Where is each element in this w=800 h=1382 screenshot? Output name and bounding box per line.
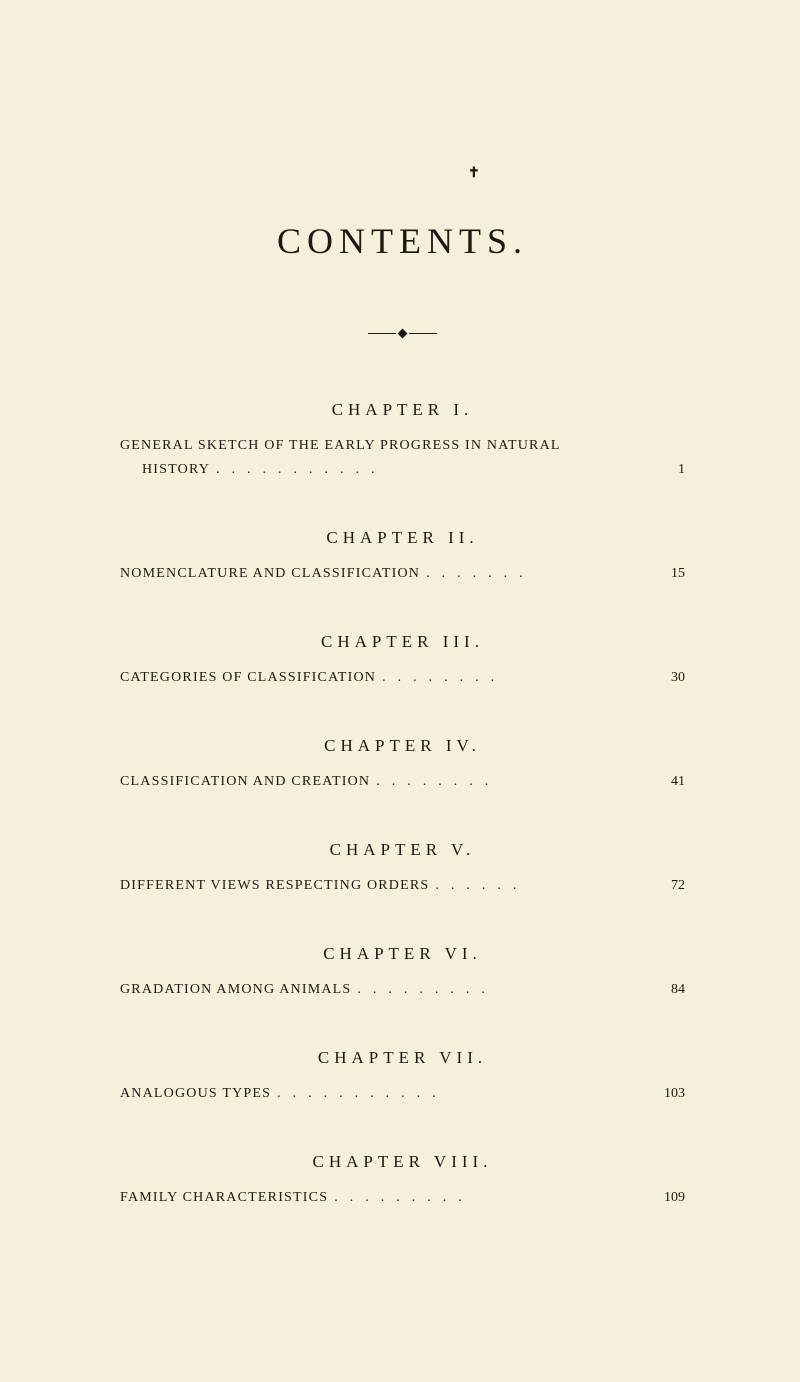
toc-entry: DIFFERENT VIEWS RESPECTING ORDERS ......… xyxy=(120,878,685,894)
leader-dots: ........... xyxy=(271,1086,651,1102)
chapter-block: CHAPTER VII. ANALOGOUS TYPES ...........… xyxy=(120,1048,685,1102)
page-number: 30 xyxy=(651,670,685,686)
contents-title: CONTENTS. xyxy=(120,220,685,262)
entry-label: NOMENCLATURE AND CLASSIFICATION xyxy=(120,566,420,582)
entry-label: DIFFERENT VIEWS RESPECTING ORDERS xyxy=(120,878,429,894)
entry-label: CLASSIFICATION AND CREATION xyxy=(120,774,370,790)
leader-dots: ........ xyxy=(376,670,651,686)
page-number: 1 xyxy=(651,462,685,478)
chapter-block: CHAPTER VIII. FAMILY CHARACTERISTICS ...… xyxy=(120,1152,685,1206)
leader-dots: ........... xyxy=(210,462,651,478)
chapter-heading: CHAPTER III. xyxy=(120,632,685,652)
chapter-heading: CHAPTER II. xyxy=(120,528,685,548)
toc-entry: CATEGORIES OF CLASSIFICATION ........ 30 xyxy=(120,670,685,686)
page-number: 41 xyxy=(651,774,685,790)
toc-entry: ANALOGOUS TYPES ........... 103 xyxy=(120,1086,685,1102)
toc-entry: CLASSIFICATION AND CREATION ........ 41 xyxy=(120,774,685,790)
toc-entry: FAMILY CHARACTERISTICS ......... 109 xyxy=(120,1190,685,1206)
chapter-heading: CHAPTER V. xyxy=(120,840,685,860)
divider-line-right xyxy=(409,333,437,334)
entry-label-line1: GENERAL SKETCH OF THE EARLY PROGRESS IN … xyxy=(120,438,561,454)
chapter-heading: CHAPTER IV. xyxy=(120,736,685,756)
leader-dots: ....... xyxy=(420,566,651,582)
leader-dots: ......... xyxy=(351,982,651,998)
page-number: 84 xyxy=(651,982,685,998)
chapter-block: CHAPTER II. NOMENCLATURE AND CLASSIFICAT… xyxy=(120,528,685,582)
leader-dots: ...... xyxy=(429,878,651,894)
toc-entry: HISTORY ........... 1 xyxy=(120,462,685,478)
chapter-heading: CHAPTER VII. xyxy=(120,1048,685,1068)
divider-ornament xyxy=(120,324,685,342)
page-number: 109 xyxy=(651,1190,685,1206)
leader-dots: ......... xyxy=(328,1190,651,1206)
chapter-heading: CHAPTER VIII. xyxy=(120,1152,685,1172)
toc-entry: GRADATION AMONG ANIMALS ......... 84 xyxy=(120,982,685,998)
chapter-block: CHAPTER III. CATEGORIES OF CLASSIFICATIO… xyxy=(120,632,685,686)
page-number: 72 xyxy=(651,878,685,894)
chapter-block: CHAPTER IV. CLASSIFICATION AND CREATION … xyxy=(120,736,685,790)
chapter-block: CHAPTER VI. GRADATION AMONG ANIMALS ....… xyxy=(120,944,685,998)
toc-entry: NOMENCLATURE AND CLASSIFICATION ....... … xyxy=(120,566,685,582)
chapter-heading: CHAPTER VI. xyxy=(120,944,685,964)
chapter-heading: CHAPTER I. xyxy=(120,400,685,420)
chapter-block: CHAPTER V. DIFFERENT VIEWS RESPECTING OR… xyxy=(120,840,685,894)
divider-diamond xyxy=(398,328,408,338)
entry-label: ANALOGOUS TYPES xyxy=(120,1086,271,1102)
entry-label: GRADATION AMONG ANIMALS xyxy=(120,982,351,998)
page-number: 103 xyxy=(651,1086,685,1102)
cross-mark: ✝ xyxy=(468,165,480,182)
entry-label: FAMILY CHARACTERISTICS xyxy=(120,1190,328,1206)
chapter-block: CHAPTER I. GENERAL SKETCH OF THE EARLY P… xyxy=(120,400,685,478)
entry-label: CATEGORIES OF CLASSIFICATION xyxy=(120,670,376,686)
toc-entry: GENERAL SKETCH OF THE EARLY PROGRESS IN … xyxy=(120,438,685,454)
divider-line-left xyxy=(368,333,396,334)
leader-dots: ........ xyxy=(370,774,651,790)
page-number: 15 xyxy=(651,566,685,582)
page-container: ✝ CONTENTS. CHAPTER I. GENERAL SKETCH OF… xyxy=(0,0,800,1382)
entry-label-line2: HISTORY xyxy=(120,462,210,478)
